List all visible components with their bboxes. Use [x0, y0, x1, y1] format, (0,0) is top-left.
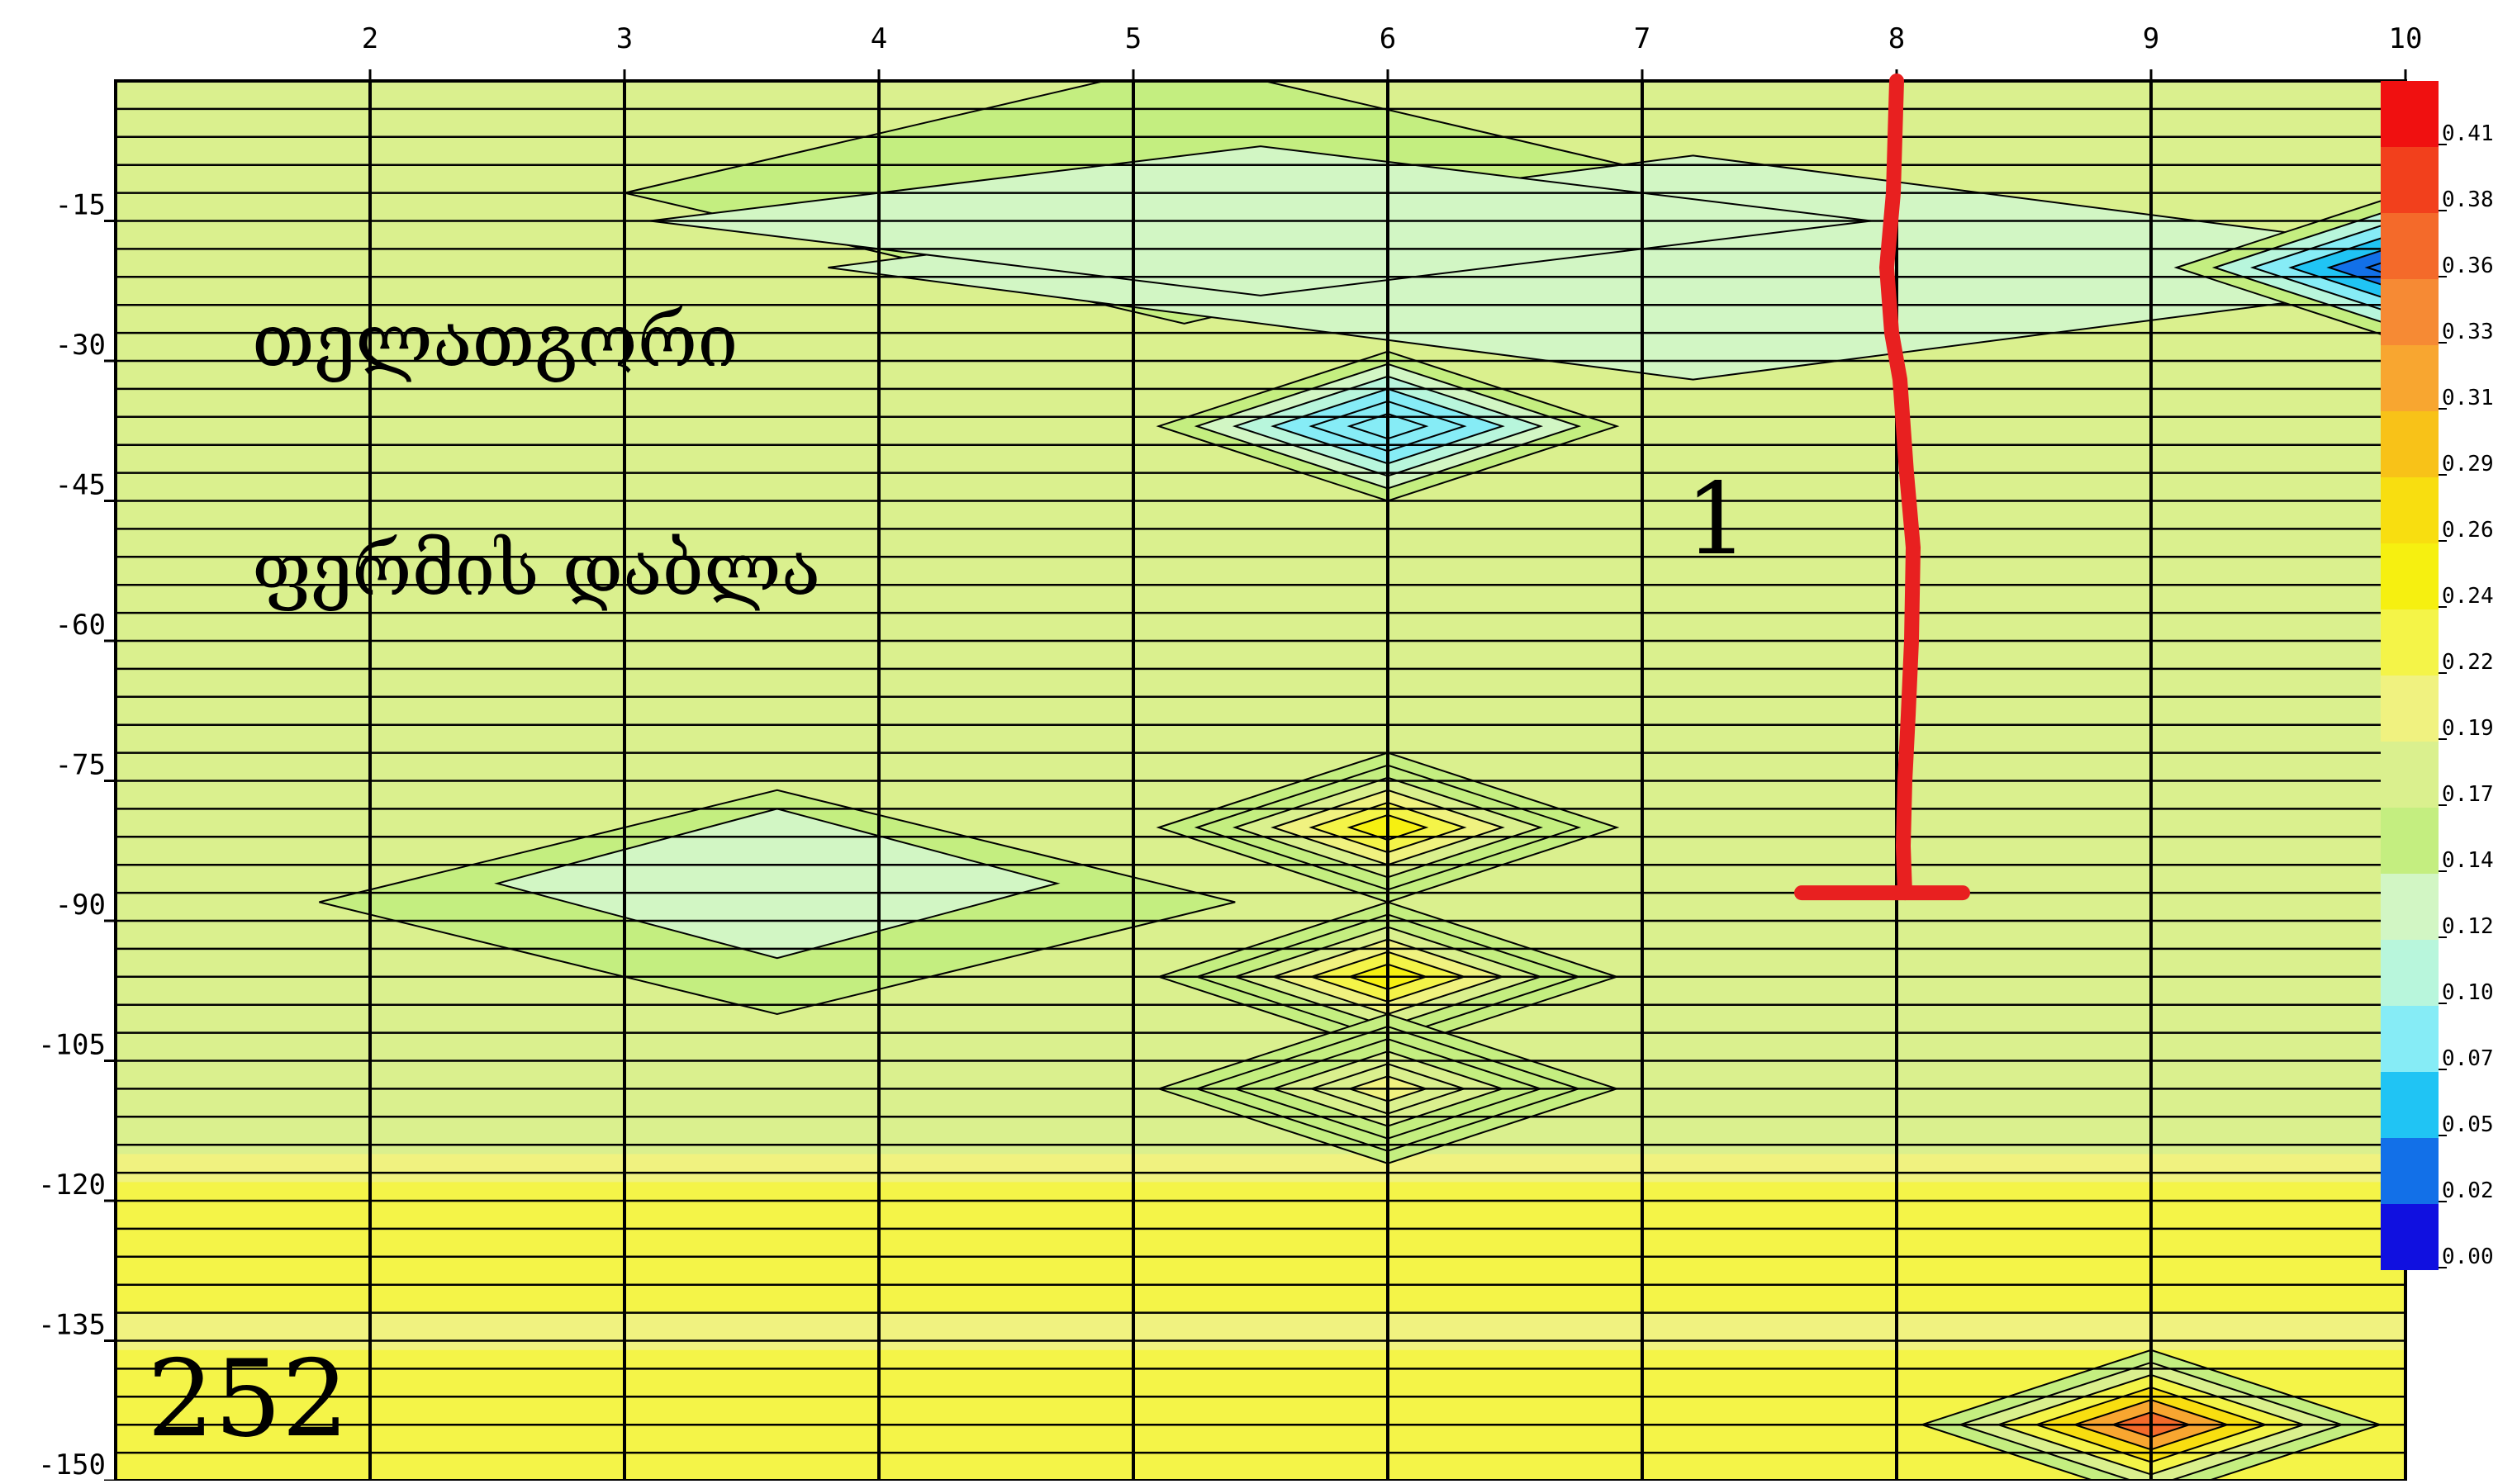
- color-scale-legend: 0.41 0.38 0.36 0.33 0.31 0.29 0.26 0.24 0.22 0.19…: [2381, 81, 2494, 1270]
- color-swatch: [2381, 1204, 2439, 1270]
- x-tick-label: 6: [1380, 22, 1396, 55]
- page-number-label: 252: [147, 1338, 349, 1461]
- color-label: 0.10: [2442, 980, 2494, 1005]
- color-swatch: [2381, 1138, 2439, 1204]
- color-swatch: [2381, 874, 2439, 940]
- color-label: 0.26: [2442, 518, 2494, 543]
- color-label: 0.38: [2442, 187, 2494, 212]
- profile-line: [1879, 73, 1921, 901]
- y-tick-label: -75: [55, 749, 106, 782]
- y-tick-label: -45: [55, 469, 106, 502]
- y-tick-label: -15: [55, 189, 106, 222]
- color-label: 0.14: [2442, 848, 2494, 873]
- y-tick: -15: [55, 189, 116, 222]
- color-label: 0.07: [2442, 1046, 2494, 1071]
- profile-number-label: 1: [1685, 462, 1748, 577]
- x-tick-label: 7: [1634, 22, 1650, 55]
- color-label: 0.00: [2442, 1245, 2494, 1269]
- y-tick: -75: [55, 749, 116, 782]
- color-swatch: [2381, 1006, 2439, 1072]
- y-tick: -135: [38, 1309, 116, 1342]
- color-swatch: [2381, 147, 2439, 213]
- profile-marker: [1794, 73, 1970, 901]
- y-tick: -45: [55, 469, 116, 502]
- color-label: 0.33: [2442, 320, 2494, 344]
- color-label: 0.05: [2442, 1112, 2494, 1137]
- color-label: 0.41: [2442, 121, 2494, 146]
- x-tick: 9: [2143, 22, 2159, 81]
- x-tick: 5: [1125, 22, 1142, 81]
- color-swatch: [2381, 940, 2439, 1006]
- x-axis: 2 3 4 5 6 7 8 9 10: [362, 22, 2423, 81]
- y-tick-label: -60: [55, 609, 106, 642]
- color-swatch: [2381, 609, 2439, 676]
- y-tick: -105: [38, 1029, 116, 1062]
- color-swatch: [2381, 411, 2439, 477]
- y-tick: -60: [55, 609, 116, 642]
- x-tick-label: 3: [616, 22, 633, 55]
- x-tick: 10: [2389, 22, 2423, 81]
- color-label: 0.31: [2442, 386, 2494, 410]
- color-label: 0.02: [2442, 1178, 2494, 1203]
- x-tick: 7: [1634, 22, 1650, 81]
- color-swatch: [2381, 213, 2439, 279]
- x-tick-label: 8: [1888, 22, 1905, 55]
- y-tick: -30: [55, 329, 116, 363]
- y-tick-label: -120: [38, 1169, 106, 1202]
- x-tick-label: 4: [871, 22, 887, 55]
- color-swatch: [2381, 742, 2439, 808]
- y-axis: -15 -30 -45 -60 -75 -90 -105 -120 -135 -150: [38, 189, 116, 1482]
- y-tick: -120: [38, 1169, 116, 1202]
- grid-lines: [116, 81, 2405, 1481]
- y-tick: -150: [38, 1448, 116, 1482]
- color-label: 0.29: [2442, 452, 2494, 476]
- color-swatch: [2381, 808, 2439, 874]
- x-tick: 3: [616, 22, 633, 81]
- color-label: 0.24: [2442, 584, 2494, 609]
- color-swatch: [2381, 543, 2439, 609]
- color-label: 0.12: [2442, 914, 2494, 939]
- y-tick-label: -135: [38, 1309, 106, 1342]
- color-swatch: [2381, 1072, 2439, 1138]
- x-tick: 2: [362, 22, 378, 81]
- color-label: 0.22: [2442, 650, 2494, 675]
- color-swatch: [2381, 676, 2439, 742]
- x-tick-label: 9: [2143, 22, 2159, 55]
- x-tick-label: 2: [362, 22, 378, 55]
- location-label: თელათგორი: [252, 298, 738, 383]
- color-label: 0.19: [2442, 716, 2494, 741]
- x-tick-label: 10: [2389, 22, 2423, 55]
- y-tick-label: -105: [38, 1029, 106, 1062]
- x-tick-label: 5: [1125, 22, 1142, 55]
- x-tick: 8: [1888, 22, 1905, 81]
- x-tick: 6: [1380, 22, 1396, 81]
- color-label: 0.36: [2442, 254, 2494, 278]
- field-band: [116, 1182, 2405, 1313]
- y-tick-label: -90: [55, 889, 106, 922]
- y-tick-label: -150: [38, 1448, 106, 1481]
- color-swatch: [2381, 477, 2439, 543]
- color-label: 0.17: [2442, 782, 2494, 807]
- y-tick-label: -30: [55, 329, 106, 362]
- color-swatch: [2381, 279, 2439, 345]
- y-tick: -90: [55, 889, 116, 922]
- x-tick: 4: [871, 22, 887, 81]
- location-sublabel: ფერმის დაბლა: [252, 527, 820, 612]
- color-swatch: [2381, 345, 2439, 411]
- color-swatch: [2381, 81, 2439, 147]
